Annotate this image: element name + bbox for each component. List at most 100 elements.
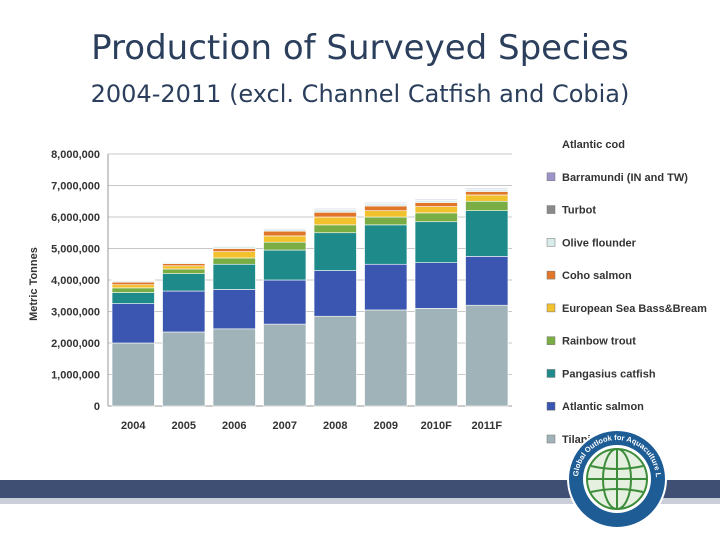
bar-segment-4	[364, 210, 408, 218]
x-tick-label: 2010F	[421, 420, 452, 432]
legend-swatch	[546, 270, 556, 280]
bar-segment-6	[364, 203, 408, 207]
x-tick-label: 2005	[172, 420, 196, 432]
bar-segment-9	[414, 197, 458, 200]
bar-segment-2	[111, 292, 155, 304]
bar-segment-5	[414, 202, 458, 207]
bar-segment-2	[364, 224, 408, 265]
bar-segment-4	[263, 235, 307, 243]
bar-segment-2	[465, 210, 509, 257]
bar-segment-6	[313, 209, 357, 213]
legend-label: Turbot	[562, 205, 596, 217]
legend-swatch	[546, 303, 556, 313]
legend-swatch	[546, 172, 556, 182]
bar-segment-2	[212, 263, 256, 290]
bar-segment-2	[263, 249, 307, 281]
bar-segment-5	[212, 248, 256, 252]
bar-segment-0	[414, 308, 458, 407]
bar-segment-3	[212, 257, 256, 265]
legend-label: Pangasius catfish	[562, 368, 656, 380]
bar-segment-5	[465, 191, 509, 196]
bar-segment-5	[364, 205, 408, 212]
bar-segment-3	[465, 200, 509, 211]
bar-segment-4	[212, 251, 256, 259]
legend-label: Atlantic salmon	[562, 401, 644, 413]
bar-segment-9	[263, 226, 307, 229]
bar-segment-0	[162, 331, 206, 407]
legend-label: European Sea Bass&Bream	[562, 303, 707, 315]
bar-segment-6	[465, 188, 509, 192]
bar-segment-0	[263, 323, 307, 407]
bar-segment-0	[465, 304, 509, 407]
x-tick-label: 2011F	[471, 420, 502, 432]
bar-segment-9	[313, 207, 357, 209]
legend-swatch	[546, 205, 556, 214]
x-tick-label: 2006	[222, 420, 246, 432]
bar-segment-2	[162, 273, 206, 292]
legend-label: Barramundi (IN and TW)	[562, 172, 688, 184]
x-tick-label: 2007	[273, 420, 297, 432]
bar-segment-1	[111, 303, 155, 344]
legend-swatch	[546, 369, 556, 378]
bar-segment-5	[162, 263, 206, 267]
bar-segment-1	[162, 290, 206, 333]
bar-segment-0	[313, 315, 357, 407]
slide-title: Production of Surveyed Species	[91, 28, 629, 68]
bar-segment-3	[414, 212, 458, 223]
bar-segment-1	[263, 279, 307, 325]
bar-segment-1	[313, 270, 357, 317]
legend-swatch	[546, 238, 556, 247]
y-tick-label: 2,000,000	[51, 338, 100, 350]
x-tick-label: 2008	[323, 420, 347, 432]
y-tick-label: 0	[94, 401, 100, 413]
y-tick-label: 3,000,000	[51, 307, 100, 319]
bar-segment-6	[263, 228, 307, 232]
y-axis-label: Metric Tonnes	[28, 247, 40, 321]
bar-segment-4	[313, 216, 357, 226]
bar-segment-9	[465, 186, 509, 189]
bar-segment-3	[111, 287, 155, 293]
bar-segment-4	[111, 284, 155, 289]
y-tick-label: 6,000,000	[51, 212, 100, 224]
bar-segment-6	[414, 200, 458, 203]
bar-segment-9	[364, 201, 408, 203]
y-tick-label: 7,000,000	[51, 181, 100, 193]
bar-segment-3	[263, 241, 307, 251]
x-tick-label: 2004	[121, 420, 146, 432]
bar-segment-1	[414, 262, 458, 309]
bar-segment-0	[111, 342, 155, 407]
bar-segment-4	[414, 206, 458, 214]
bar-segment-5	[263, 230, 307, 237]
slide-subtitle: 2004-2011 (excl. Channel Catfish and Cob…	[90, 80, 630, 108]
bar-segment-0	[212, 328, 256, 407]
bar-segment-5	[313, 211, 357, 218]
legend-swatch	[546, 336, 556, 345]
bar-segment-2	[414, 221, 458, 263]
x-tick-label: 2009	[374, 420, 398, 432]
legend-label: Coho salmon	[562, 270, 632, 282]
bar-segment-1	[212, 289, 256, 330]
bar-segment-0	[364, 309, 408, 407]
y-tick-label: 4,000,000	[51, 275, 100, 287]
y-tick-label: 8,000,000	[51, 149, 100, 161]
y-tick-label: 1,000,000	[51, 370, 100, 382]
legend-label: Atlantic cod	[562, 139, 625, 151]
bar-segment-4	[162, 265, 206, 270]
bar-segment-2	[313, 232, 357, 271]
bar-segment-4	[465, 194, 509, 202]
bar-segment-1	[465, 256, 509, 306]
bar-segment-3	[162, 268, 206, 275]
legend-label: Olive flounder	[562, 237, 637, 249]
legend-label: Rainbow trout	[562, 336, 636, 348]
legend-swatch	[546, 434, 556, 444]
bar-segment-9	[212, 244, 256, 246]
y-tick-label: 5,000,000	[51, 244, 100, 256]
footer-band	[0, 480, 720, 498]
legend-swatch	[546, 401, 556, 411]
bar-segment-5	[111, 281, 155, 286]
globe-icon: Global Outlook for Aquaculture Leadershi…	[566, 428, 667, 529]
bar-segment-3	[364, 216, 408, 226]
bar-segment-1	[364, 263, 408, 311]
footer-rule	[0, 498, 720, 504]
